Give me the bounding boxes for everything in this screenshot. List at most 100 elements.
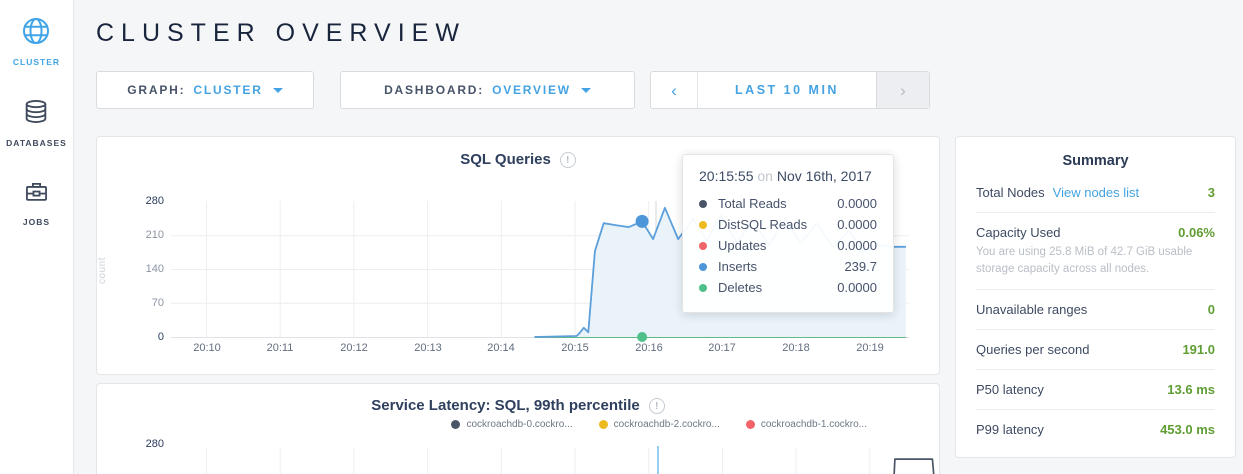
legend-label: cockroachdb-0.cockro... (466, 419, 573, 430)
summary-label: P50 latency (976, 382, 1044, 398)
tooltip-row: DistSQL Reads 0.0000 (699, 214, 877, 235)
graph-dropdown-label: GRAPH: (127, 83, 186, 97)
summary-value: 453.0 ms (1160, 422, 1215, 438)
chart-legend: cockroachdb-0.cockro... cockroachdb-2.co… (97, 419, 939, 430)
series-name: DistSQL Reads (718, 217, 808, 232)
x-tick: 20:14 (487, 342, 515, 354)
series-dot (598, 420, 608, 429)
sidebar-nav: CLUSTER DATABASES (0, 0, 74, 474)
briefcase-icon (23, 178, 50, 211)
chevron-down-icon (272, 87, 283, 93)
chart-title: Service Latency: SQL, 99th percentile (371, 397, 640, 414)
x-tick: 20:18 (782, 342, 810, 354)
legend-item[interactable]: cockroachdb-2.cockro... (598, 419, 720, 430)
legend-item[interactable]: cockroachdb-0.cockro... (451, 419, 573, 430)
series-value: 0.0000 (837, 196, 877, 211)
globe-icon (21, 16, 51, 51)
tooltip-row: Updates 0.0000 (699, 235, 877, 256)
info-icon[interactable] (559, 151, 576, 168)
series-dot (745, 420, 755, 429)
series-dot (699, 241, 707, 250)
tooltip-row: Total Reads 0.0000 (699, 193, 877, 214)
y-tick: 280 (145, 195, 164, 207)
legend-label: cockroachdb-1.cockro... (760, 419, 867, 430)
summary-label: P99 latency (976, 422, 1044, 438)
summary-label: Unavailable ranges (976, 302, 1088, 318)
summary-row-qps: Queries per second 191.0 (976, 330, 1215, 371)
summary-value: 3 (1207, 185, 1215, 200)
series-dot (699, 283, 707, 292)
view-nodes-list-link[interactable]: View nodes list (1052, 185, 1140, 200)
x-tick: 20:16 (635, 342, 663, 354)
summary-value: 13.6 ms (1167, 382, 1215, 398)
summary-row-total-nodes: Total Nodes View nodes list 3 (976, 173, 1215, 213)
summary-row-p99: P99 latency 453.0 ms (976, 410, 1215, 449)
series-name: Total Reads (718, 196, 787, 211)
x-tick: 20:11 (266, 342, 294, 354)
tooltip-row: Inserts 239.7 (699, 256, 877, 277)
service-latency-chart[interactable] (97, 384, 941, 474)
y-axis-label: count (96, 257, 108, 284)
tooltip-row: Deletes 0.0000 (699, 277, 877, 298)
sidebar-item-label: CLUSTER (12, 57, 61, 67)
x-tick: 20:15 (561, 342, 589, 354)
series-value: 0.0000 (837, 217, 877, 232)
summary-value: 0.06% (1178, 225, 1215, 240)
tooltip-on-word: on (757, 168, 773, 184)
page-title: CLUSTER OVERVIEW (96, 19, 466, 47)
time-window-selector: ‹ LAST 10 MIN › (650, 71, 930, 109)
summary-label: Capacity Used (976, 225, 1061, 240)
sidebar-item-cluster[interactable]: CLUSTER (13, 16, 60, 67)
summary-value: 0 (1207, 302, 1215, 318)
time-window-next-button[interactable]: › (876, 72, 929, 108)
y-tick: 140 (145, 263, 164, 275)
summary-value: 191.0 (1182, 342, 1215, 358)
capacity-subtext: You are using 25.8 MiB of 42.7 GiB usabl… (976, 246, 1193, 275)
dashboard-dropdown[interactable]: DASHBOARD: OVERVIEW (340, 71, 635, 109)
legend-item[interactable]: cockroachdb-1.cockro... (745, 419, 867, 430)
series-dot (699, 262, 707, 271)
x-tick: 20:12 (340, 342, 368, 354)
sql-queries-chart-panel: SQL Queries 280 210 140 70 0 count 20:10… (96, 136, 940, 375)
summary-label: Queries per second (976, 342, 1090, 358)
x-tick: 20:10 (193, 342, 221, 354)
x-tick: 20:13 (414, 342, 442, 354)
sidebar-item-label: JOBS (22, 217, 51, 227)
database-icon (22, 97, 50, 132)
sidebar-item-jobs[interactable]: JOBS (23, 178, 50, 227)
tooltip-time: 20:15:55 (699, 168, 754, 184)
x-tick: 20:17 (708, 342, 736, 354)
graph-dropdown-value: CLUSTER (193, 83, 263, 97)
graph-dropdown[interactable]: GRAPH: CLUSTER (96, 71, 314, 109)
y-tick: 0 (157, 331, 164, 343)
time-window-label[interactable]: LAST 10 MIN (735, 83, 839, 97)
sidebar-item-databases[interactable]: DATABASES (6, 97, 67, 148)
series-value: 0.0000 (837, 280, 877, 295)
summary-title: Summary (1062, 153, 1129, 169)
chart-title: SQL Queries (460, 151, 551, 168)
info-icon[interactable] (648, 397, 665, 414)
time-window-prev-button[interactable]: ‹ (651, 72, 698, 108)
chart-hover-tooltip: 20:15:55 on Nov 16th, 2017 Total Reads 0… (682, 154, 894, 313)
sidebar-item-label: DATABASES (6, 138, 67, 148)
series-value: 239.7 (844, 259, 877, 274)
legend-label: cockroachdb-2.cockro... (613, 419, 720, 430)
service-latency-chart-panel: Service Latency: SQL, 99th percentile co… (96, 383, 940, 474)
dashboard-dropdown-label: DASHBOARD: (384, 83, 485, 97)
series-name: Inserts (718, 259, 758, 274)
series-dot (699, 199, 707, 208)
summary-row-p50: P50 latency 13.6 ms (976, 370, 1215, 411)
summary-row-unavailable-ranges: Unavailable ranges 0 (976, 290, 1215, 331)
chevron-right-icon: › (900, 80, 906, 100)
series-name: Updates (718, 238, 767, 253)
summary-label: Total Nodes (976, 185, 1045, 200)
series-dot (699, 220, 707, 229)
summary-row-capacity: Capacity Used 0.06% You are using 25.8 M… (976, 213, 1215, 291)
series-name: Deletes (718, 280, 763, 295)
chevron-down-icon (580, 87, 591, 93)
series-dot (451, 420, 461, 429)
x-tick: 20:19 (856, 342, 884, 354)
tooltip-date: Nov 16th, 2017 (776, 168, 872, 184)
chevron-left-icon: ‹ (671, 80, 677, 100)
